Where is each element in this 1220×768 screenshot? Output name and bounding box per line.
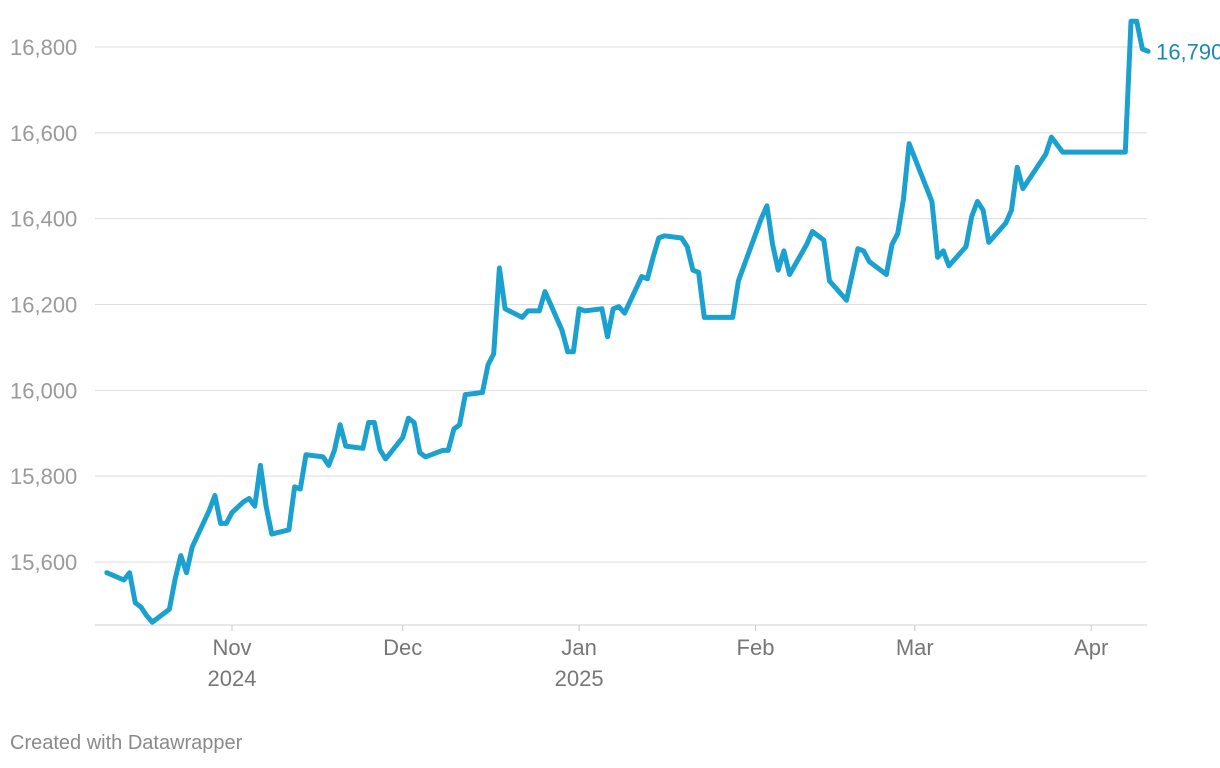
- y-tick-label: 16,600: [10, 121, 77, 146]
- y-axis-tick-labels: 15,600 15,800 16,000 16,200 16,400 16,600 16,8…: [10, 35, 77, 575]
- series-line-group: [104, 18, 1151, 625]
- x-axis-tick-labels: Nov 2024 Dec Jan 2025 Feb Mar Apr: [208, 625, 1108, 691]
- end-value-label-group: 16,790: [1156, 39, 1220, 64]
- x-tick-year-label: 2025: [555, 666, 604, 691]
- x-tick-label: Feb: [737, 635, 775, 660]
- y-tick-label: 16,800: [10, 35, 77, 60]
- series-line: [104, 18, 1151, 625]
- y-tick-label: 15,600: [10, 550, 77, 575]
- x-tick-label: Dec: [383, 635, 422, 660]
- y-tick-label: 16,400: [10, 207, 77, 232]
- y-tick-label: 16,200: [10, 293, 77, 318]
- y-tick-label: 16,000: [10, 378, 77, 403]
- gridlines: [95, 46, 1147, 626]
- x-tick-label: Mar: [896, 635, 934, 660]
- y-tick-label: 15,800: [10, 464, 77, 489]
- datawrapper-credit: Created with Datawrapper: [10, 732, 243, 754]
- x-tick-label: Apr: [1074, 635, 1108, 660]
- x-tick-label: Nov: [212, 635, 251, 660]
- x-tick-label: Jan: [561, 635, 596, 660]
- x-tick-year-label: 2024: [208, 666, 257, 691]
- end-value-label: 16,790: [1156, 39, 1220, 64]
